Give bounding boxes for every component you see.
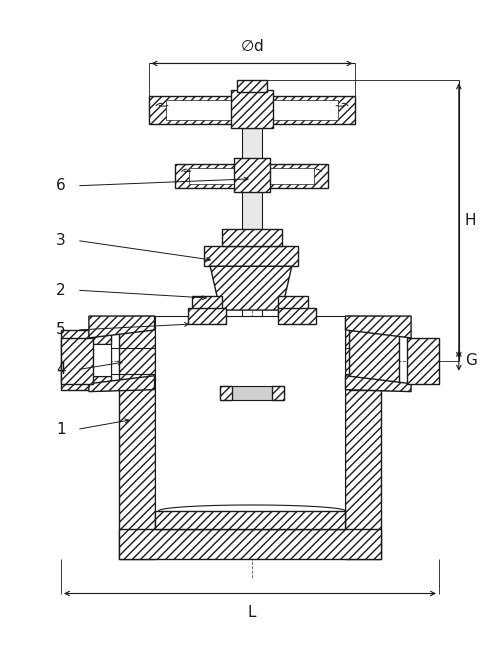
Polygon shape <box>166 100 338 120</box>
Polygon shape <box>89 316 154 338</box>
Polygon shape <box>154 511 346 529</box>
Polygon shape <box>210 266 292 310</box>
Text: 3: 3 <box>56 233 66 248</box>
Polygon shape <box>278 308 316 324</box>
Polygon shape <box>234 158 270 192</box>
Polygon shape <box>204 246 298 266</box>
Text: 6: 6 <box>56 178 66 193</box>
Polygon shape <box>89 376 111 389</box>
Polygon shape <box>300 330 328 389</box>
Polygon shape <box>220 385 284 400</box>
Polygon shape <box>118 529 382 559</box>
Text: H: H <box>465 213 476 228</box>
Polygon shape <box>278 296 308 316</box>
Polygon shape <box>89 376 154 392</box>
Polygon shape <box>61 338 93 384</box>
Polygon shape <box>278 376 299 389</box>
Text: M.: M. <box>166 339 338 460</box>
Text: 4: 4 <box>56 362 66 377</box>
Polygon shape <box>222 229 282 246</box>
Polygon shape <box>148 96 356 124</box>
Text: 1: 1 <box>56 422 66 437</box>
Polygon shape <box>346 376 411 392</box>
Polygon shape <box>192 296 222 316</box>
Text: 2: 2 <box>56 283 66 298</box>
Polygon shape <box>272 385 284 400</box>
Polygon shape <box>89 330 111 344</box>
Polygon shape <box>176 164 328 188</box>
Polygon shape <box>220 385 232 400</box>
Polygon shape <box>237 81 267 92</box>
Polygon shape <box>278 330 299 344</box>
Text: 5: 5 <box>56 322 66 337</box>
Polygon shape <box>346 316 411 338</box>
Polygon shape <box>154 316 346 529</box>
Polygon shape <box>188 308 226 324</box>
Polygon shape <box>61 330 89 389</box>
Text: L: L <box>248 605 256 621</box>
Polygon shape <box>231 90 273 128</box>
Polygon shape <box>350 330 399 389</box>
Polygon shape <box>346 316 382 559</box>
Text: G: G <box>465 354 476 369</box>
Polygon shape <box>407 338 439 384</box>
Polygon shape <box>242 128 262 231</box>
Polygon shape <box>190 168 314 184</box>
Polygon shape <box>89 344 111 376</box>
Polygon shape <box>118 316 154 559</box>
Polygon shape <box>278 344 299 376</box>
Text: $\varnothing$d: $\varnothing$d <box>240 38 264 53</box>
